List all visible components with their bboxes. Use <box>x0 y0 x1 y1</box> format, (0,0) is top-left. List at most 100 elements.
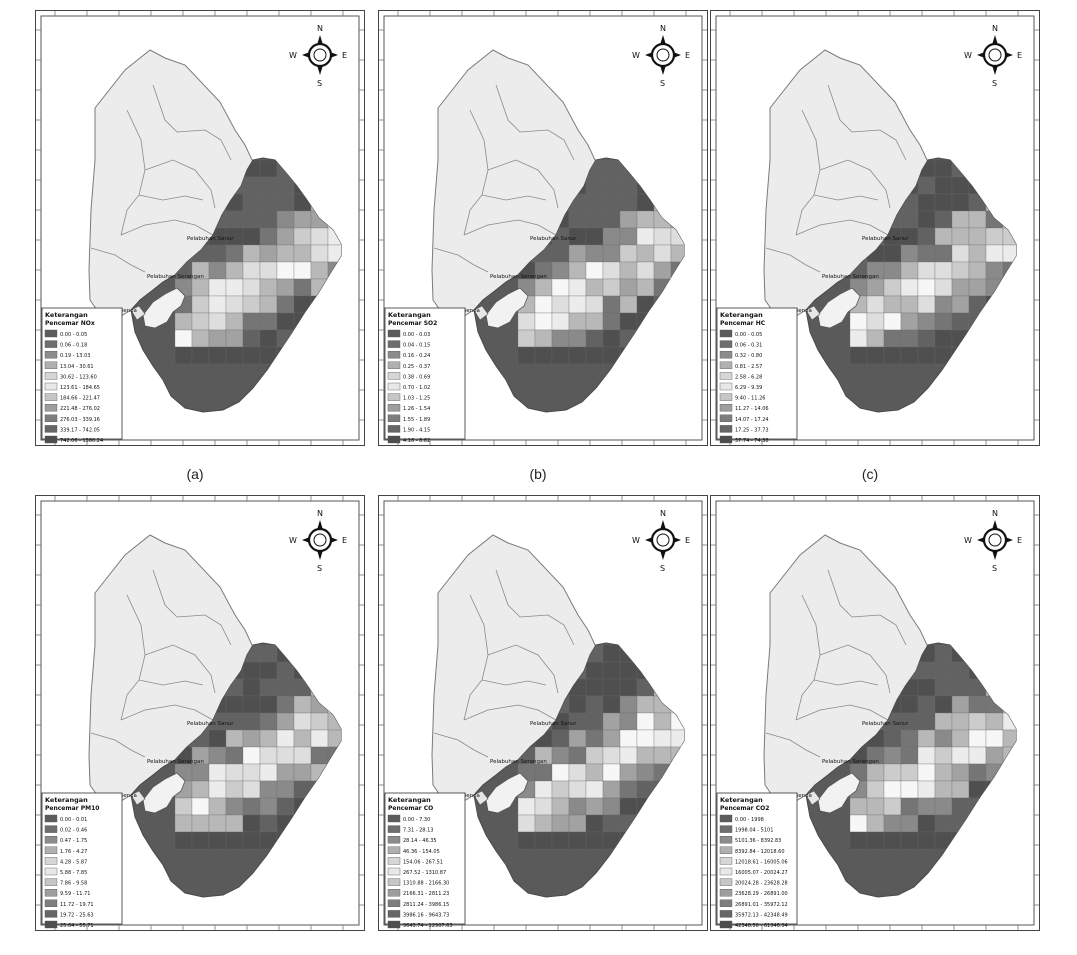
grid-cell <box>585 797 604 816</box>
grid-cell <box>917 244 936 263</box>
legend-entry: 154.06 - 267.51 <box>403 859 443 865</box>
district-borders <box>433 84 575 273</box>
grid-cell <box>242 227 261 246</box>
grid-cell <box>191 780 210 799</box>
grid-cell <box>866 763 885 782</box>
legend-entry: 1.03 - 1.25 <box>403 396 430 402</box>
grid-cell <box>849 831 868 850</box>
grid-cell <box>174 346 193 365</box>
place-label: Pelabuhan Sanur <box>187 236 234 242</box>
legend-entry: 1.76 - 4.27 <box>60 849 87 855</box>
grid-cell <box>242 312 261 331</box>
compass-label-s: S <box>317 564 322 573</box>
grid-cell <box>276 780 295 799</box>
grid-cell <box>866 278 885 297</box>
grid-cell <box>968 712 987 731</box>
place-label: Pelabuhan Sanur <box>862 236 909 242</box>
district-borders <box>433 569 575 758</box>
place-label: Pelabuhan Serangan <box>147 759 204 765</box>
grid-cell <box>568 780 587 799</box>
island-serangan <box>485 772 529 814</box>
legend-entry: 0.38 - 0.69 <box>403 374 430 380</box>
grid-cell <box>917 278 936 297</box>
place-label: Pelabuhan Sanur <box>862 721 909 727</box>
legend-entry: 0.02 - 0.46 <box>60 828 87 834</box>
legend-swatch <box>719 857 733 865</box>
grid-cell <box>225 746 244 765</box>
grid-cell <box>551 244 570 263</box>
compass-label-n: N <box>317 24 323 33</box>
grid-cell <box>900 210 919 229</box>
grid-cell <box>551 261 570 280</box>
grid-cell <box>883 278 902 297</box>
compass-label-s: S <box>992 564 997 573</box>
grid-cell <box>208 746 227 765</box>
grid-cell <box>900 746 919 765</box>
grid-cell <box>259 210 278 229</box>
grid-cell <box>934 227 953 246</box>
grid-cell <box>934 278 953 297</box>
legend-title: Pencemar CO <box>388 805 433 812</box>
grid-cell <box>551 797 570 816</box>
legend-swatch <box>719 910 733 918</box>
grid-cell <box>900 695 919 714</box>
legend-swatch <box>719 425 733 433</box>
legend-heading: Keterangan <box>45 796 88 804</box>
grid-cell <box>934 644 953 663</box>
legend-swatch <box>387 920 401 929</box>
legend-swatch <box>387 867 401 876</box>
legend-swatch <box>387 340 401 348</box>
grid-cell <box>602 712 621 731</box>
grid-cell <box>293 763 312 782</box>
grid-cell <box>636 227 655 246</box>
grid-cell <box>551 746 570 765</box>
legend-swatch <box>719 382 733 391</box>
grid-cell <box>619 763 638 782</box>
grid-cell <box>951 210 970 229</box>
legend-entry: 0.00 - 1998 <box>735 817 764 823</box>
grid-cell <box>259 780 278 799</box>
legend-swatch <box>719 920 733 929</box>
grid-cell <box>276 678 295 697</box>
legend-entry: 339.17 - 742.05 <box>60 427 100 433</box>
grid-cell <box>191 814 210 833</box>
grid-cell <box>225 763 244 782</box>
grid-cell <box>259 746 278 765</box>
legend-entry: 14.07 - 17.24 <box>735 417 769 423</box>
grid-cell <box>259 712 278 731</box>
district-borders <box>765 569 907 758</box>
grid-cell <box>585 763 604 782</box>
grid-cell <box>568 278 587 297</box>
grid-cell <box>917 227 936 246</box>
district-borders <box>765 84 907 273</box>
legend-swatch <box>44 435 58 444</box>
grid-cell <box>602 763 621 782</box>
grid-cell <box>310 261 329 280</box>
coordinate-ticks <box>36 11 364 445</box>
legend-entry: 17.25 - 37.73 <box>735 427 769 433</box>
grid-cell <box>242 295 261 314</box>
compass-label-w: W <box>964 51 972 60</box>
grid-cell <box>602 678 621 697</box>
grid-cell <box>191 346 210 365</box>
grid-cell <box>866 346 885 365</box>
legend-swatch <box>719 814 733 823</box>
grid-cell <box>517 831 536 850</box>
grid-cell <box>934 763 953 782</box>
grid-cell <box>917 729 936 748</box>
grid-cell <box>866 797 885 816</box>
grid-cell <box>653 746 672 765</box>
grid-cell <box>900 278 919 297</box>
grid-cell <box>619 729 638 748</box>
legend-swatch <box>44 414 58 422</box>
grid-cell <box>534 329 553 348</box>
grid-cell <box>636 712 655 731</box>
grid-cell <box>585 712 604 731</box>
legend-heading: Keterangan <box>720 311 763 319</box>
grid-cell <box>917 346 936 365</box>
grid-cell <box>636 244 655 263</box>
grid-cell <box>619 278 638 297</box>
legend-entry: 8392.84 - 12018.60 <box>735 849 785 855</box>
